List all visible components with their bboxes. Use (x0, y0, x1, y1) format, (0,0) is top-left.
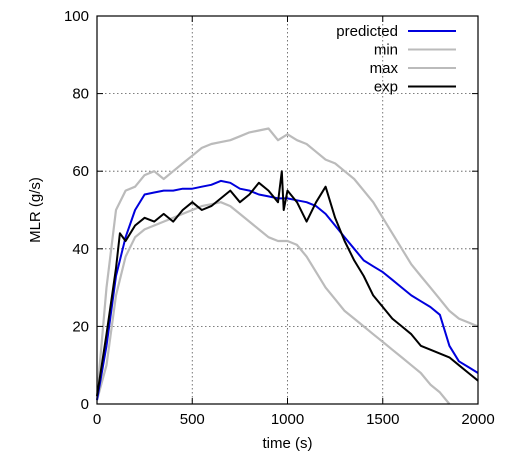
legend-label-min: min (374, 42, 398, 59)
series-line-max (95, 127, 479, 397)
y-tick-label: 100 (64, 8, 89, 25)
legend-label-max: max (370, 60, 399, 77)
series-line-min (95, 201, 451, 405)
y-tick-label: 60 (72, 163, 89, 180)
y-tick-label: 40 (72, 241, 89, 258)
y-tick-label: 20 (72, 318, 89, 335)
grid (97, 16, 478, 404)
y-tick-label: 80 (72, 86, 89, 103)
x-tick-label: 0 (93, 411, 101, 428)
tick-marks (96, 15, 479, 405)
x-tick-label: 2000 (461, 411, 494, 428)
x-tick-label: 1500 (366, 411, 399, 428)
series-line-exp (96, 170, 479, 397)
legend-label-predicted: predicted (336, 23, 398, 40)
x-tick-label: 1000 (271, 411, 304, 428)
tick-labels: 0 500 1000 1500 2000 0 20 40 60 80 100 (64, 8, 495, 428)
series-line-predicted (96, 179, 479, 401)
y-axis-label: MLR (g/s) (27, 177, 44, 243)
series-lines (95, 127, 479, 405)
y-tick-label: 0 (81, 396, 89, 413)
x-axis-label: time (s) (263, 435, 313, 452)
x-tick-label: 500 (180, 411, 205, 428)
legend-label-exp: exp (374, 79, 398, 96)
